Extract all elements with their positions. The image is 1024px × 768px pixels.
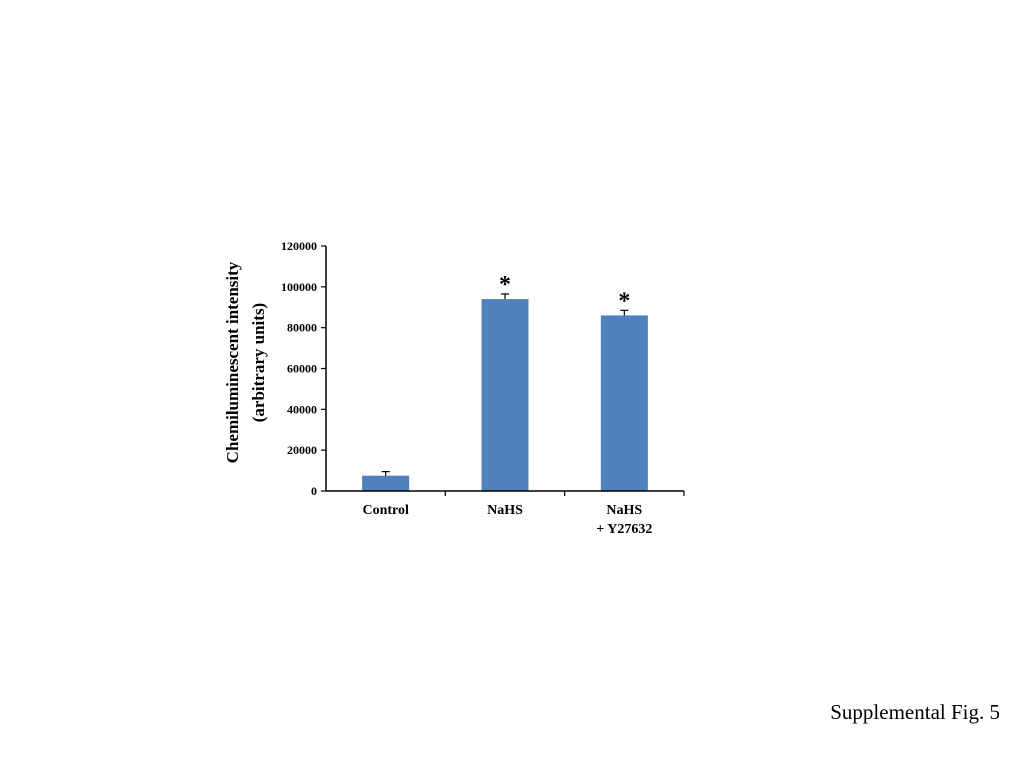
x-axis xyxy=(326,490,685,496)
category-label-2-1: + Y27632 xyxy=(596,522,652,537)
bars xyxy=(362,299,648,491)
significance-mark-1: * xyxy=(499,272,511,298)
category-labels: Control NaHS NaHS + Y27632 xyxy=(362,503,652,537)
bar-1 xyxy=(481,299,529,491)
category-label-1-0: NaHS xyxy=(487,503,523,518)
y-tick-label-5: 100000 xyxy=(281,280,317,294)
bar-0 xyxy=(362,475,410,491)
y-tick-label-1: 20000 xyxy=(287,443,317,457)
error-bars xyxy=(381,293,629,476)
y-tick-label-4: 80000 xyxy=(287,321,317,335)
category-label-0-0: Control xyxy=(362,503,409,518)
category-label-2-0: NaHS xyxy=(606,503,642,518)
significance-mark-2: * xyxy=(618,288,630,314)
y-axis-label: Chemiluminescent intensity (arbitrary uni… xyxy=(223,261,268,463)
bar-2 xyxy=(600,315,648,491)
y-tick-label-2: 40000 xyxy=(287,402,317,416)
y-tick-label-3: 60000 xyxy=(287,362,317,376)
y-axis-ticks: 0 20000 40000 60000 80000 100000 120000 xyxy=(281,239,327,498)
y-tick-label-6: 120000 xyxy=(281,239,317,253)
y-tick-label-0: 0 xyxy=(311,484,317,498)
y-axis-label-line-1: (arbitrary units) xyxy=(249,303,268,422)
figure-caption: Supplemental Fig. 5 xyxy=(830,700,1000,724)
significance-marks: ** xyxy=(499,272,630,314)
y-axis-label-line-0: Chemiluminescent intensity xyxy=(223,261,242,463)
